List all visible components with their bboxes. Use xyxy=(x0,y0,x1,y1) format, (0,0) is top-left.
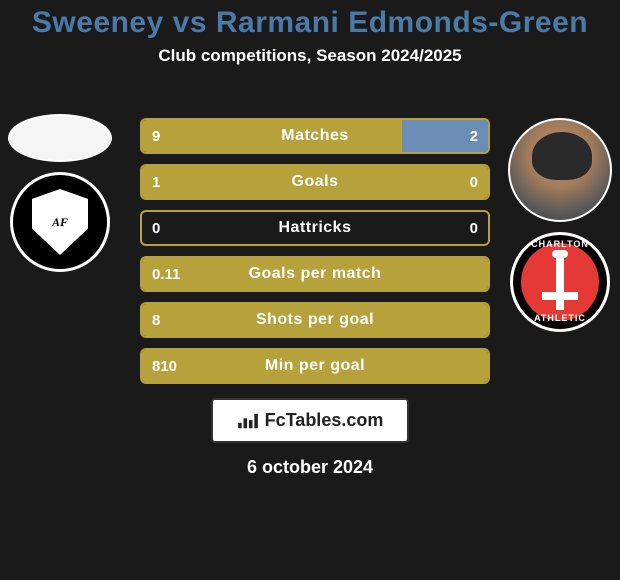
bar-row: 810Min per goal xyxy=(140,348,490,384)
player-right: CHARLTON ATHLETIC xyxy=(508,118,612,332)
bar-value-right: 2 xyxy=(470,128,478,145)
bar-label: Goals xyxy=(142,173,488,191)
page-title: Sweeney vs Rarmani Edmonds-Green xyxy=(0,0,620,40)
club-logo-right: CHARLTON ATHLETIC xyxy=(510,232,610,332)
avatar-right xyxy=(508,118,612,222)
bar-row: 9Matches2 xyxy=(140,118,490,154)
bar-value-right: 0 xyxy=(470,174,478,191)
sword-icon xyxy=(556,254,564,310)
comparison-bars: 9Matches21Goals00Hattricks00.11Goals per… xyxy=(140,118,490,394)
bar-value-right: 0 xyxy=(470,220,478,237)
club-logo-left: AF xyxy=(10,172,110,272)
brand-badge: FcTables.com xyxy=(211,398,410,443)
avatar-left-placeholder xyxy=(8,114,112,162)
bar-label: Min per goal xyxy=(142,357,488,375)
club-text-top: CHARLTON xyxy=(513,239,607,249)
page-subtitle: Club competitions, Season 2024/2025 xyxy=(0,46,620,66)
footer: FcTables.com 6 october 2024 xyxy=(0,398,620,478)
bar-label: Matches xyxy=(142,127,488,145)
club-shield-icon: AF xyxy=(32,189,88,255)
bar-row: 8Shots per goal xyxy=(140,302,490,338)
club-text-bottom: ATHLETIC xyxy=(513,313,607,323)
bar-label: Shots per goal xyxy=(142,311,488,329)
bar-row: 1Goals0 xyxy=(140,164,490,200)
footer-date: 6 october 2024 xyxy=(247,457,373,478)
player-left: AF xyxy=(8,114,112,272)
bar-row: 0Hattricks0 xyxy=(140,210,490,246)
bars-icon xyxy=(237,412,259,430)
brand-text: FcTables.com xyxy=(265,410,384,431)
bar-row: 0.11Goals per match xyxy=(140,256,490,292)
bar-label: Hattricks xyxy=(142,219,488,237)
bar-label: Goals per match xyxy=(142,265,488,283)
